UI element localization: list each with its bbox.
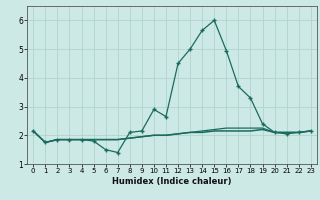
X-axis label: Humidex (Indice chaleur): Humidex (Indice chaleur)	[112, 177, 232, 186]
